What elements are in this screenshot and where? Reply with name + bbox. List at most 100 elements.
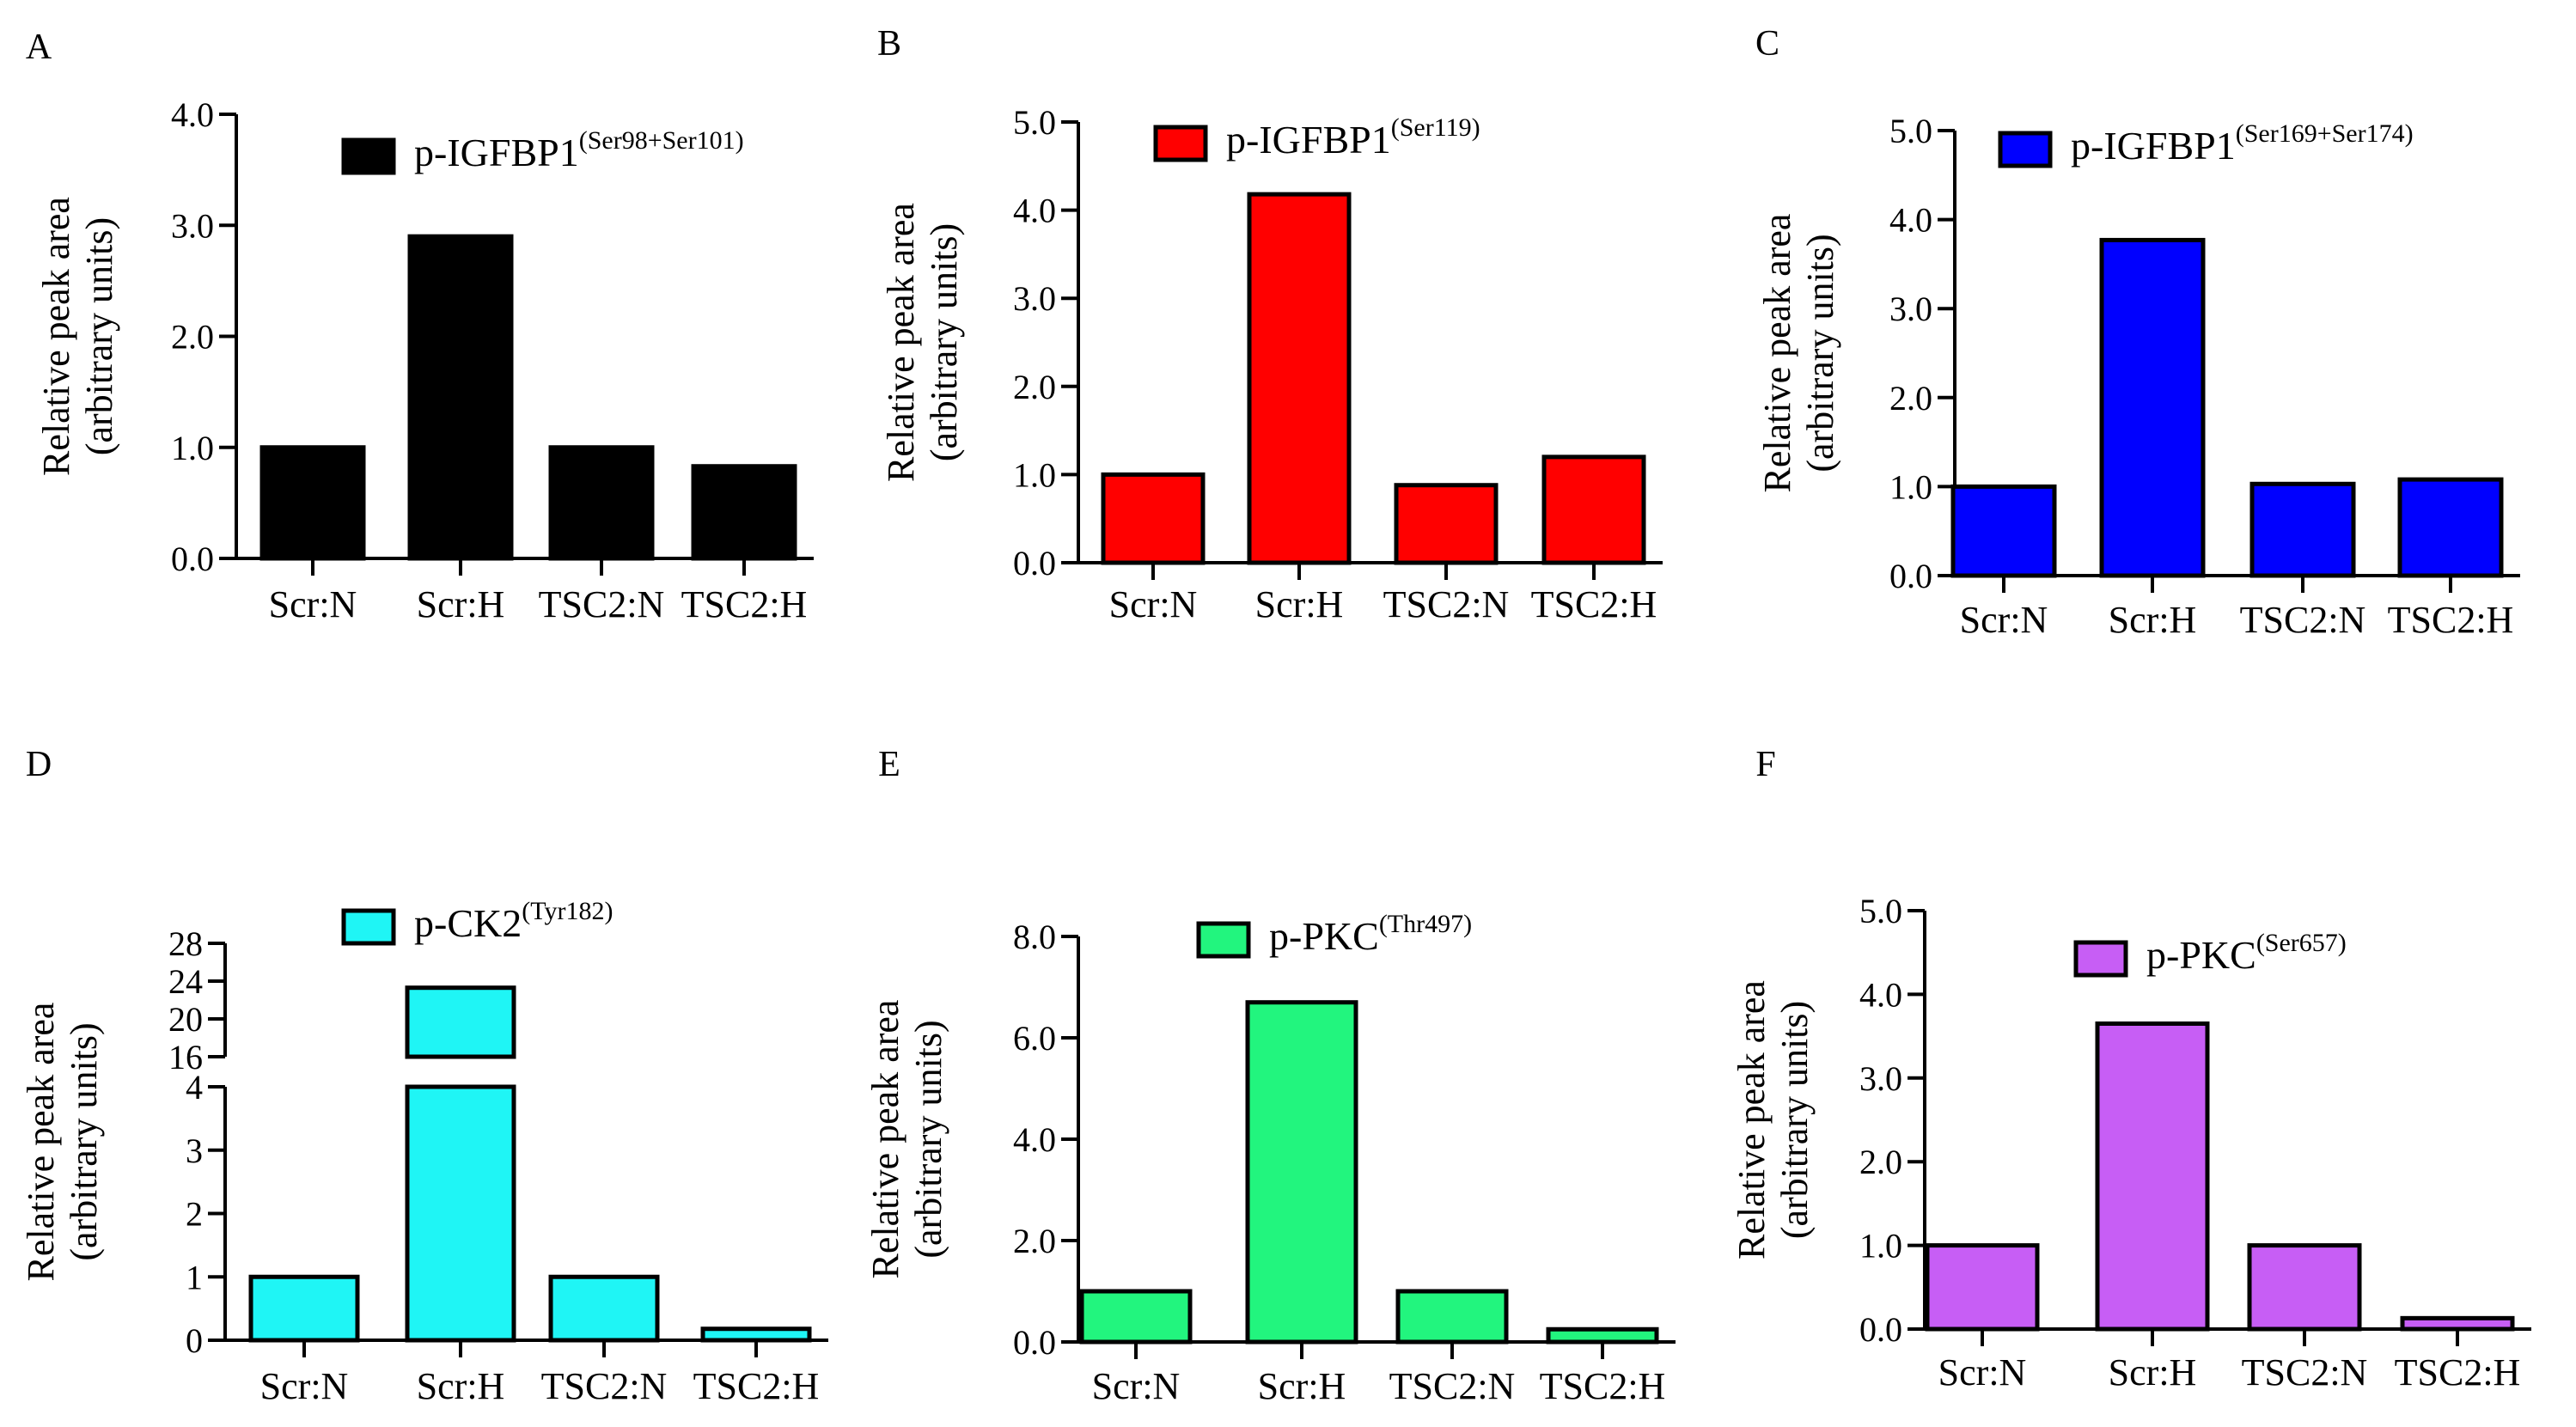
bar	[405, 1084, 516, 1343]
bar	[700, 1326, 812, 1343]
x-tick-label: Scr:N	[1092, 1365, 1181, 1407]
y-tick-label: 0.0	[1013, 544, 1056, 582]
legend-label: p-IGFBP1(Ser98+Ser101)	[414, 126, 744, 174]
legend-label: p-CK2(Tyr182)	[414, 897, 613, 945]
bar	[2397, 477, 2504, 578]
legend-swatch	[1196, 921, 1251, 959]
x-tick-label: TSC2:N	[2242, 1351, 2368, 1393]
y-axis-title-line: Relative peak area	[1731, 980, 1773, 1259]
y-axis-title-line: Relative peak area	[35, 197, 77, 476]
y-tick-label: 0.0	[1013, 1323, 1056, 1362]
bar	[2249, 481, 2356, 578]
axis-break-gap	[399, 1059, 522, 1084]
legend-label: p-PKC(Thr497)	[1269, 910, 1472, 958]
bar	[1394, 483, 1499, 565]
x-tick-label: Scr:N	[1109, 583, 1198, 625]
y-tick-label: 4.0	[1013, 192, 1056, 230]
y-tick-label: 4.0	[1859, 975, 1902, 1014]
bar	[405, 985, 516, 1059]
x-tick-label: TSC2:N	[541, 1365, 668, 1407]
y-tick-label: 24	[168, 962, 203, 1001]
legend-label-main: p-PKC	[2146, 933, 2256, 977]
legend-label: p-IGFBP1(Ser119)	[1226, 113, 1480, 162]
y-axis-title: Relative peak area(arbitrary units)	[20, 1003, 105, 1282]
y-tick-label: 2.0	[171, 318, 214, 357]
legend-label-main: p-PKC	[1269, 914, 1379, 958]
bar	[2247, 1243, 2362, 1332]
bar	[248, 1274, 360, 1343]
y-tick-label: 4	[186, 1068, 203, 1107]
bar	[407, 234, 514, 561]
bar	[1395, 1289, 1509, 1345]
panel-label: F	[1755, 745, 1775, 784]
x-tick-label: Scr:N	[269, 583, 357, 625]
y-tick-label: 0.0	[1859, 1310, 1902, 1349]
chart-panel-d: D Relative peak area(arbitrary units) p-CK…	[20, 745, 828, 1407]
y-axis-title: Relative peak area(arbitrary units)	[1731, 980, 1816, 1259]
y-axis-title-line: (arbitrary units)	[923, 223, 965, 461]
bar	[2099, 237, 2206, 578]
x-tick-label: Scr:N	[260, 1365, 349, 1407]
bar	[1925, 1243, 2040, 1332]
legend-label-superscript: (Tyr182)	[522, 897, 613, 925]
x-tick-label: Scr:H	[417, 583, 505, 625]
y-axis-title: Relative peak area(arbitrary units)	[864, 1000, 949, 1279]
legend-label-superscript: (Ser657)	[2256, 929, 2347, 957]
legend-label-main: p-IGFBP1	[2071, 124, 2236, 168]
bar	[1079, 1289, 1193, 1345]
y-tick-label: 3.0	[1889, 290, 1932, 328]
y-tick-label: 2.0	[1013, 1222, 1056, 1260]
legend-swatch	[1153, 125, 1208, 162]
y-tick-label: 4.0	[1013, 1120, 1056, 1159]
panel-label: A	[26, 27, 52, 67]
y-axis-title: Relative peak area(arbitrary units)	[880, 203, 965, 482]
legend-label-main: p-IGFBP1	[414, 131, 579, 174]
y-tick-label: 1	[186, 1258, 203, 1296]
bar	[1541, 454, 1646, 565]
y-tick-label: 5.0	[1013, 103, 1056, 142]
legend-label-main: p-CK2	[414, 901, 522, 945]
x-tick-label: Scr:N	[1938, 1351, 2027, 1393]
y-tick-label: 6.0	[1013, 1019, 1056, 1058]
y-tick-label: 1.0	[1859, 1227, 1902, 1265]
y-tick-label: 16	[168, 1038, 203, 1076]
legend-swatch	[341, 137, 396, 175]
chart-panel-c: C Relative peak area(arbitrary units) p-IG…	[1755, 24, 2520, 641]
y-axis-title-line: (arbitrary units)	[1799, 234, 1841, 472]
panel-label: E	[878, 745, 900, 784]
y-axis-title-line: (arbitrary units)	[1773, 1001, 1816, 1239]
bar	[548, 445, 655, 561]
panel-label: B	[877, 24, 901, 64]
y-tick-label: 2.0	[1889, 379, 1932, 418]
chart-panel-e: E Relative peak area(arbitrary units) p-PK…	[864, 745, 1676, 1407]
x-tick-label: TSC2:H	[1540, 1365, 1666, 1407]
bar	[1247, 192, 1352, 565]
x-tick-label: TSC2:N	[2240, 599, 2366, 641]
y-axis-title-line: (arbitrary units)	[78, 217, 120, 455]
legend-swatch	[2073, 940, 2128, 978]
y-tick-label: 3.0	[1013, 279, 1056, 318]
y-axis-title-line: (arbitrary units)	[63, 1022, 105, 1260]
legend-swatch	[1998, 131, 2053, 168]
y-tick-label: 2.0	[1013, 368, 1056, 406]
bar	[2400, 1315, 2515, 1332]
y-tick-label: 0	[186, 1321, 203, 1360]
y-tick-label: 0.0	[1889, 557, 1932, 595]
y-tick-label: 2	[186, 1195, 203, 1234]
x-tick-label: Scr:H	[2109, 1351, 2197, 1393]
panel-label: D	[26, 745, 52, 784]
y-axis-title-line: Relative peak area	[20, 1003, 62, 1282]
y-tick-label: 1.0	[1013, 455, 1056, 494]
x-tick-label: TSC2:H	[1531, 583, 1657, 625]
legend-label-superscript: (Thr497)	[1379, 910, 1472, 938]
x-tick-label: TSC2:H	[681, 583, 808, 625]
y-tick-label: 0.0	[171, 540, 214, 578]
x-tick-label: TSC2:N	[539, 583, 665, 625]
legend-label-superscript: (Ser169+Ser174)	[2236, 119, 2414, 148]
y-axis-title-line: Relative peak area	[1756, 214, 1798, 493]
y-tick-label: 28	[168, 924, 203, 963]
y-axis-title-line: Relative peak area	[880, 203, 922, 482]
y-tick-label: 20	[168, 1000, 203, 1039]
panel-label: C	[1755, 24, 1779, 64]
